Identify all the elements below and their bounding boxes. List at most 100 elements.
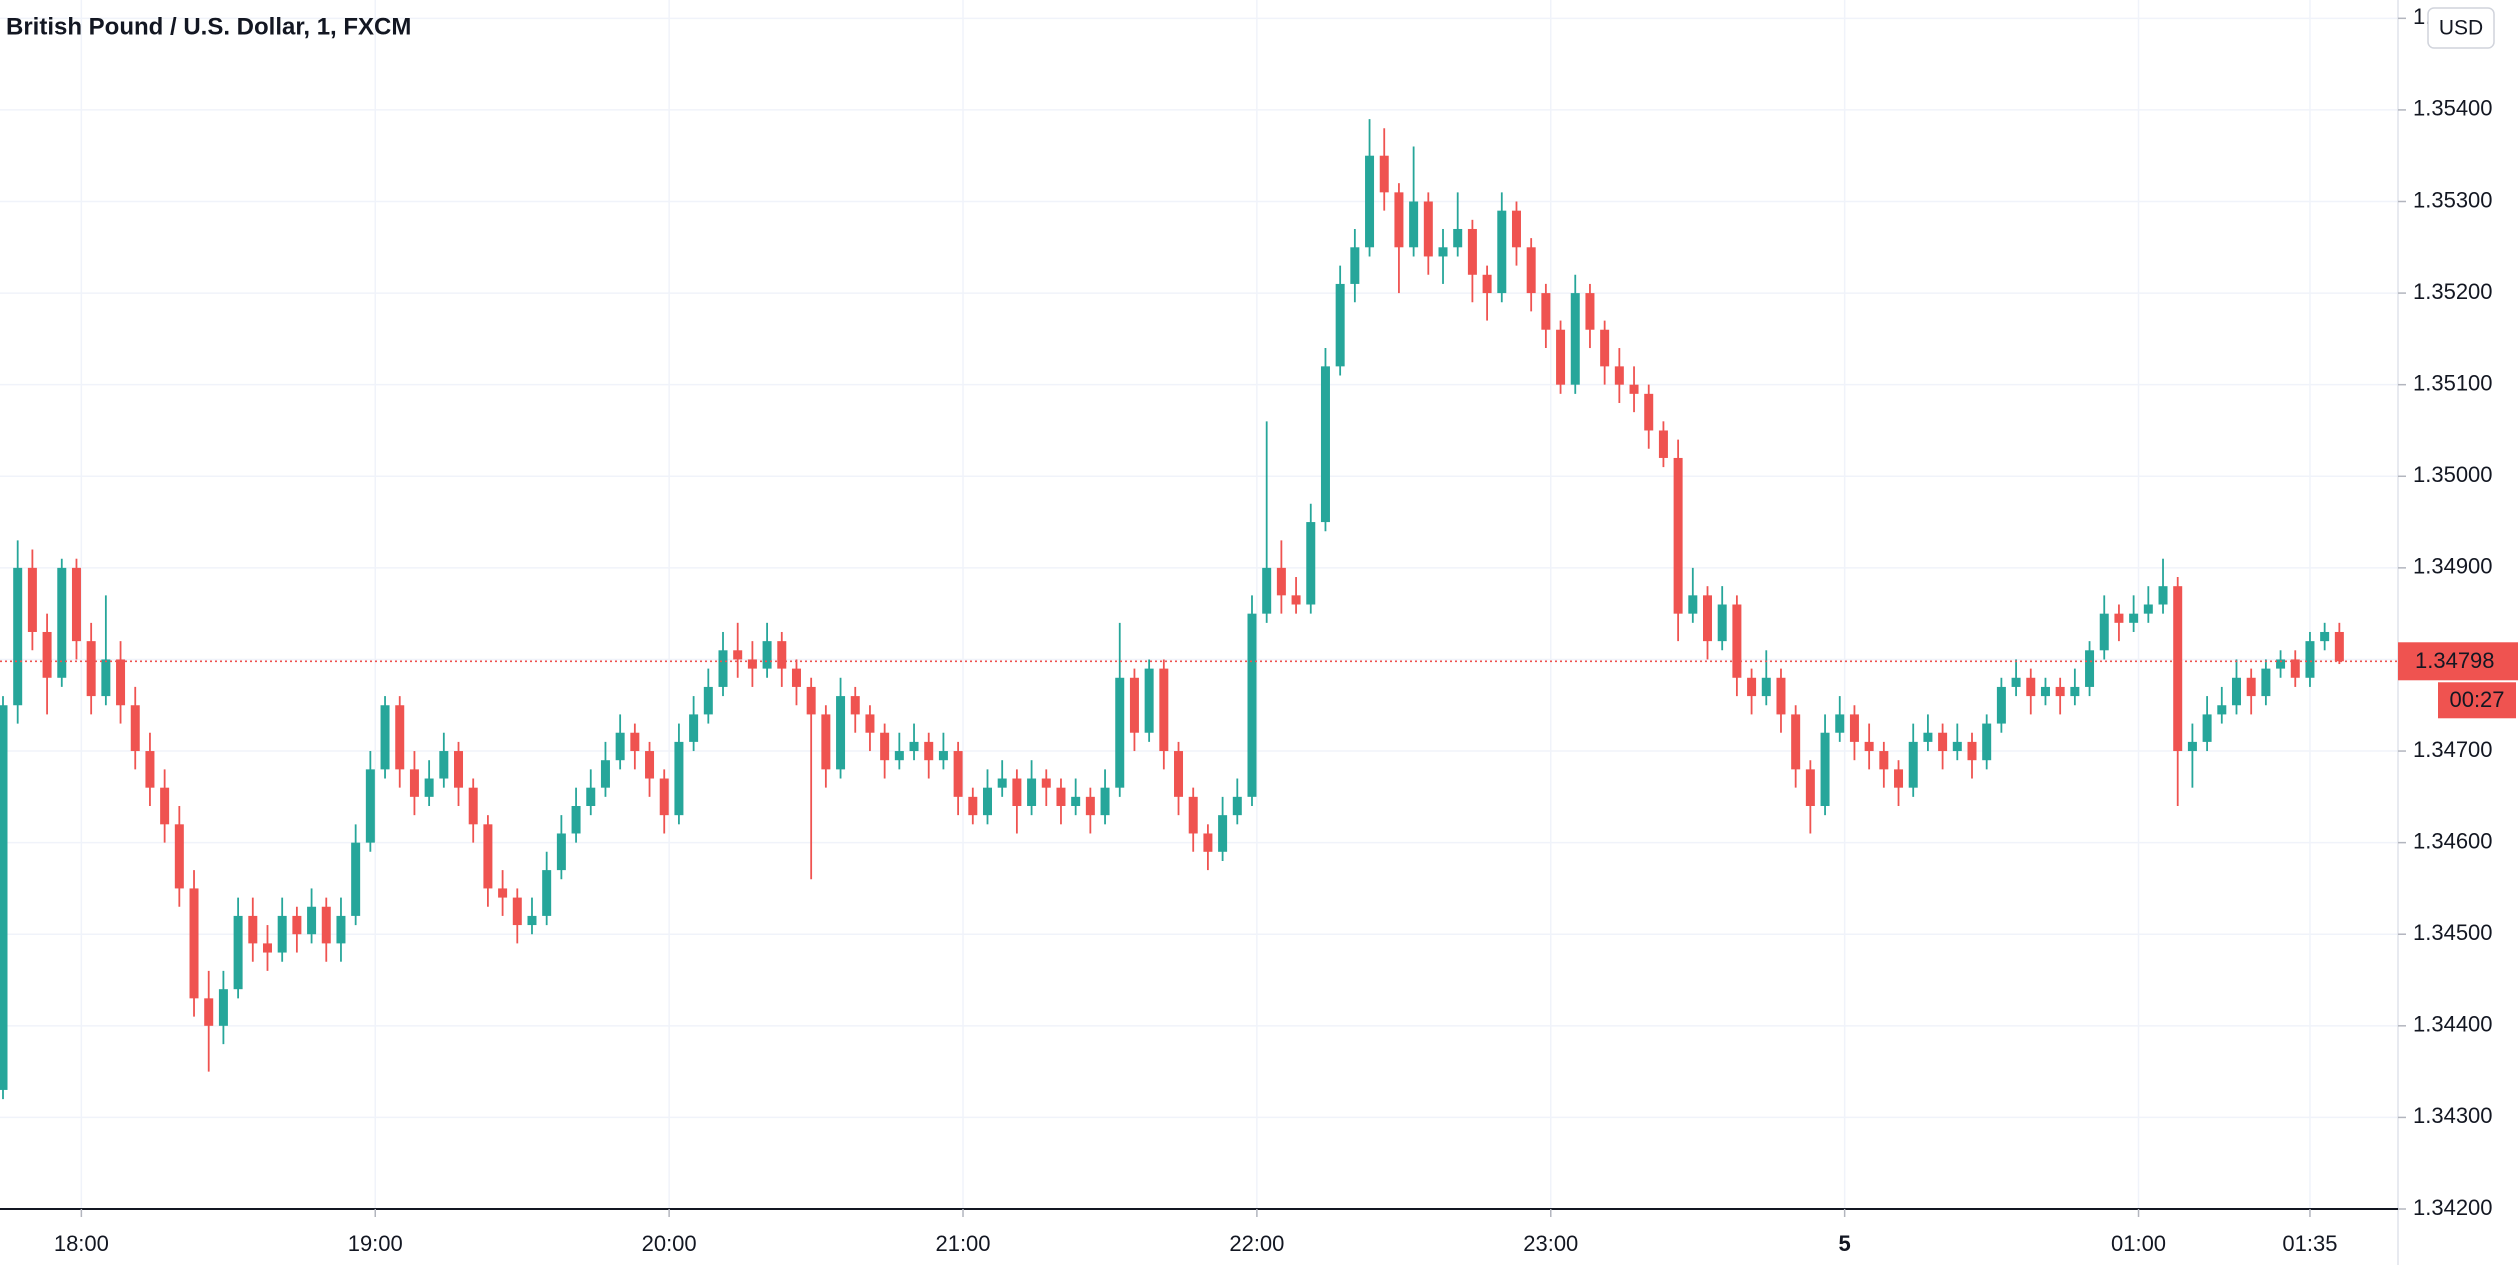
- candle-body: [762, 641, 772, 669]
- currency-button[interactable]: [2427, 7, 2495, 49]
- candle-body: [953, 751, 963, 797]
- candle-body: [1320, 366, 1330, 523]
- candle-body: [1085, 796, 1095, 816]
- countdown-label: 00:27: [2449, 687, 2504, 712]
- candle-body: [747, 659, 757, 669]
- candle-body: [1747, 677, 1757, 697]
- candle-body: [204, 998, 214, 1026]
- candle-body: [130, 705, 140, 752]
- candle-body: [806, 686, 816, 715]
- x-tick-label: 01:35: [2282, 1231, 2337, 1256]
- candle-body: [1262, 567, 1272, 614]
- candle-body: [924, 741, 934, 761]
- y-tick-label: 1.34600: [2413, 828, 2493, 853]
- candle-body: [1306, 522, 1316, 605]
- y-tick-label: 1.35300: [2413, 187, 2493, 212]
- candle-body: [2320, 631, 2330, 642]
- candle-body: [1012, 778, 1022, 806]
- candle-body: [1174, 751, 1184, 797]
- candle-body: [527, 915, 537, 926]
- x-tick-label: 20:00: [642, 1231, 697, 1256]
- candle-body: [1453, 228, 1463, 248]
- x-tick-label: 01:00: [2111, 1231, 2166, 1256]
- x-tick-label: 18:00: [54, 1231, 109, 1256]
- candle-body: [791, 668, 801, 687]
- candle-body: [1276, 567, 1286, 596]
- candle-body: [1791, 714, 1801, 770]
- candle-body: [645, 751, 655, 779]
- candle-body: [2334, 631, 2344, 662]
- candle-body: [2187, 741, 2197, 752]
- candle-body: [2261, 668, 2271, 697]
- candles: [0, 119, 2344, 1100]
- candle-body: [674, 741, 684, 816]
- candle-body: [1967, 741, 1977, 761]
- candle-body: [1732, 604, 1742, 678]
- axes: 1.34200 1.34300 1.34400 1.34500 1.34600 1.347…: [54, 4, 2518, 1256]
- candle-body: [880, 732, 890, 761]
- x-tick-label: 5: [1839, 1231, 1851, 1256]
- candle-body: [1938, 732, 1948, 752]
- candle-body: [1614, 366, 1624, 385]
- candle-body: [409, 769, 419, 797]
- candle-body: [938, 751, 948, 761]
- candle-body: [1996, 686, 2006, 724]
- candle-body: [1291, 595, 1301, 605]
- candle-body: [1144, 668, 1154, 733]
- candle-body: [718, 650, 728, 687]
- candle-body: [2143, 604, 2153, 614]
- candle-body: [424, 778, 434, 797]
- candle-body: [218, 989, 228, 1026]
- candle-body: [468, 787, 478, 825]
- candle-body: [2085, 650, 2095, 687]
- candle-body: [1585, 293, 1595, 330]
- candle-body: [439, 751, 449, 779]
- candle-body: [1894, 769, 1904, 788]
- candle-body: [997, 778, 1007, 788]
- chart-title: British Pound / U.S. Dollar, 1, FXCM: [6, 13, 411, 40]
- candle-body: [2217, 705, 2227, 715]
- candle-body: [556, 833, 566, 871]
- candle-body: [2055, 686, 2065, 697]
- candle-body: [101, 659, 111, 697]
- candle-body: [689, 714, 699, 742]
- candle-body: [2129, 613, 2139, 623]
- candle-body: [1482, 274, 1492, 294]
- candle-body: [1247, 613, 1257, 797]
- candle-body: [2231, 677, 2241, 706]
- candle-body: [2158, 586, 2168, 605]
- candle-body: [1218, 815, 1228, 852]
- candle-body: [0, 705, 8, 1090]
- candle-body: [1629, 384, 1639, 394]
- candle-body: [703, 686, 713, 715]
- candle-body: [1864, 741, 1874, 752]
- candle-body: [968, 796, 978, 816]
- candle-body: [2202, 714, 2212, 742]
- candle-body: [13, 567, 23, 706]
- candle-body: [777, 641, 787, 669]
- candle-body: [2246, 677, 2256, 697]
- candle-body: [1923, 732, 1933, 742]
- candle-body: [1526, 247, 1536, 294]
- candle-body: [1100, 787, 1110, 816]
- last-price-label: 1.34798: [2415, 648, 2495, 673]
- candle-body: [2070, 686, 2080, 697]
- candle-body: [1717, 604, 1727, 642]
- candle-body: [1820, 732, 1830, 806]
- candle-body: [836, 696, 846, 770]
- candle-body: [307, 906, 317, 935]
- candle-body: [1335, 283, 1345, 367]
- candle-body: [894, 751, 904, 761]
- candle-body: [1071, 796, 1081, 806]
- x-tick-label: 23:00: [1523, 1231, 1578, 1256]
- candle-body: [2305, 641, 2315, 678]
- candle-body: [733, 650, 743, 660]
- candle-body: [659, 778, 669, 816]
- candle-body: [1438, 247, 1448, 257]
- y-tick-label: 1.34900: [2413, 554, 2493, 579]
- candle-body: [336, 915, 346, 944]
- currency-label[interactable]: USD: [2439, 17, 2483, 40]
- candle-body: [1600, 329, 1610, 367]
